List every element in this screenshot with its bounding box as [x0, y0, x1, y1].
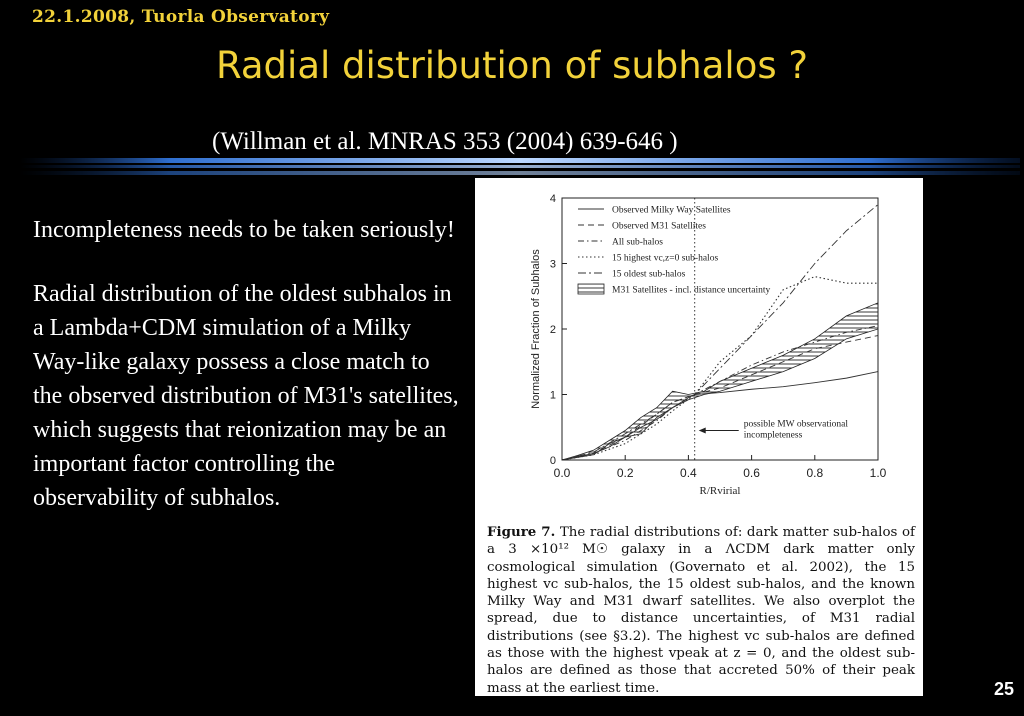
y-tick-label: 0: [550, 455, 556, 467]
x-tick-label: 0.6: [743, 466, 760, 480]
paragraph-radial-distribution: Radial distribution of the oldest subhal…: [33, 281, 459, 511]
caption-text: The radial distributions of: dark matter…: [487, 525, 915, 696]
y-tick-label: 1: [550, 390, 556, 402]
caption-label: Figure 7.: [487, 524, 556, 540]
x-tick-label: 0.4: [680, 466, 697, 480]
annotation-line-2: incompleteness: [744, 431, 803, 441]
annotation-arrow-head: [698, 427, 706, 434]
x-axis-label: R/Rvirial: [700, 485, 741, 497]
figure-panel: 0.0 0.2 0.4 0.6 0.8 1.0 0 1 2 3 4 R/Rvirial Normaliz…: [475, 178, 923, 696]
legend-swatch-band: [577, 283, 605, 295]
x-tick-label: 0.0: [554, 466, 571, 480]
y-tick-label: 2: [550, 324, 556, 336]
x-tick-label: 0.2: [617, 466, 634, 480]
series-line-2: [561, 335, 879, 461]
series-line-5: [561, 204, 879, 461]
paragraph-incompleteness: Incompleteness needs to be taken serious…: [33, 217, 455, 243]
legend-label-6: M31 Satellites - incl. distance uncertai…: [612, 286, 771, 296]
x-tick-label: 1.0: [870, 466, 887, 480]
series-line-3: [561, 325, 879, 461]
header-date-location: 22.1.2008, Tuorla Observatory: [32, 7, 330, 27]
radial-distribution-chart: 0.0 0.2 0.4 0.6 0.8 1.0 0 1 2 3 4 R/Rvirial Normaliz…: [530, 193, 887, 497]
y-tick-label: 3: [550, 259, 556, 271]
header-divider: [20, 158, 1020, 175]
legend-label-3: All sub-halos: [612, 238, 663, 248]
slide-title: Radial distribution of subhalos ?: [215, 44, 809, 87]
figure-caption: Figure 7. The radial distributions of: d…: [487, 524, 915, 697]
annotation-line-1: possible MW observational: [744, 420, 849, 430]
body-text: Incompleteness needs to be taken serious…: [33, 213, 463, 545]
y-axis-label: Normalized Fraction of Subhalos: [530, 249, 542, 409]
legend-label-1: Observed Milky Way Satellites: [612, 206, 731, 216]
legend-label-2: Observed M31 Satellites: [612, 222, 706, 232]
legend-label-5: 15 oldest sub-halos: [612, 270, 686, 280]
page-number: 25: [993, 679, 1014, 699]
citation: (Willman et al. MNRAS 353 (2004) 639-646…: [212, 128, 678, 155]
y-tick-label: 4: [550, 193, 556, 205]
x-tick-label: 0.8: [806, 466, 823, 480]
legend-label-4: 15 highest vc,z=0 sub-halos: [612, 254, 718, 264]
series-line-4: [561, 276, 878, 461]
